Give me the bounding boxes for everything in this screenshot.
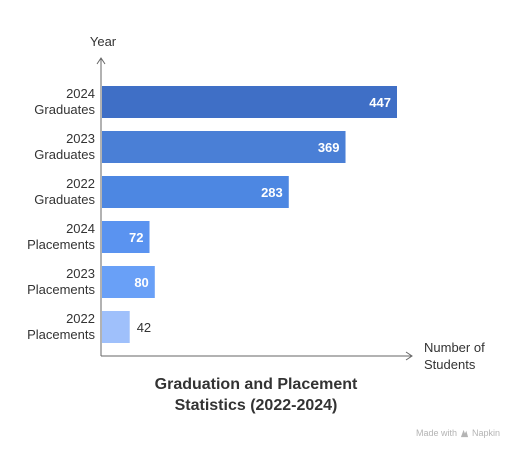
napkin-logo-icon (460, 429, 469, 437)
value-label-1: 369 (318, 140, 340, 155)
bar-4 (102, 266, 155, 298)
category-label-0: 2024 Graduates (34, 86, 95, 117)
category-label-1: 2023 Graduates (34, 131, 95, 162)
value-label-5: 42 (137, 320, 151, 335)
x-axis-label: Number of Students (424, 340, 485, 372)
x-axis-arrow-icon (405, 351, 413, 361)
napkin-credit: Made with Napkin (416, 428, 500, 438)
y-axis-label: Year (90, 34, 117, 49)
credit-text: Made with (415, 428, 457, 438)
chart-title: Graduation and Placement Statistics (2022… (155, 376, 358, 414)
category-label-2: 2022 Graduates (34, 176, 95, 207)
value-label-2: 283 (261, 185, 283, 200)
bar-3 (102, 221, 150, 253)
category-label-4: 2023 Placements (27, 266, 95, 297)
y-axis-arrow-icon (96, 57, 106, 65)
category-label-5: 2022 Placements (27, 311, 95, 342)
value-label-0: 447 (369, 95, 391, 110)
value-label-4: 80 (134, 275, 148, 290)
credit-brand: Napkin (471, 428, 500, 438)
value-label-3: 72 (129, 230, 143, 245)
bar-1 (102, 131, 346, 163)
bar-5 (102, 311, 130, 343)
bar-2 (102, 176, 289, 208)
bar-0 (102, 86, 397, 118)
category-label-3: 2024 Placements (27, 221, 95, 252)
